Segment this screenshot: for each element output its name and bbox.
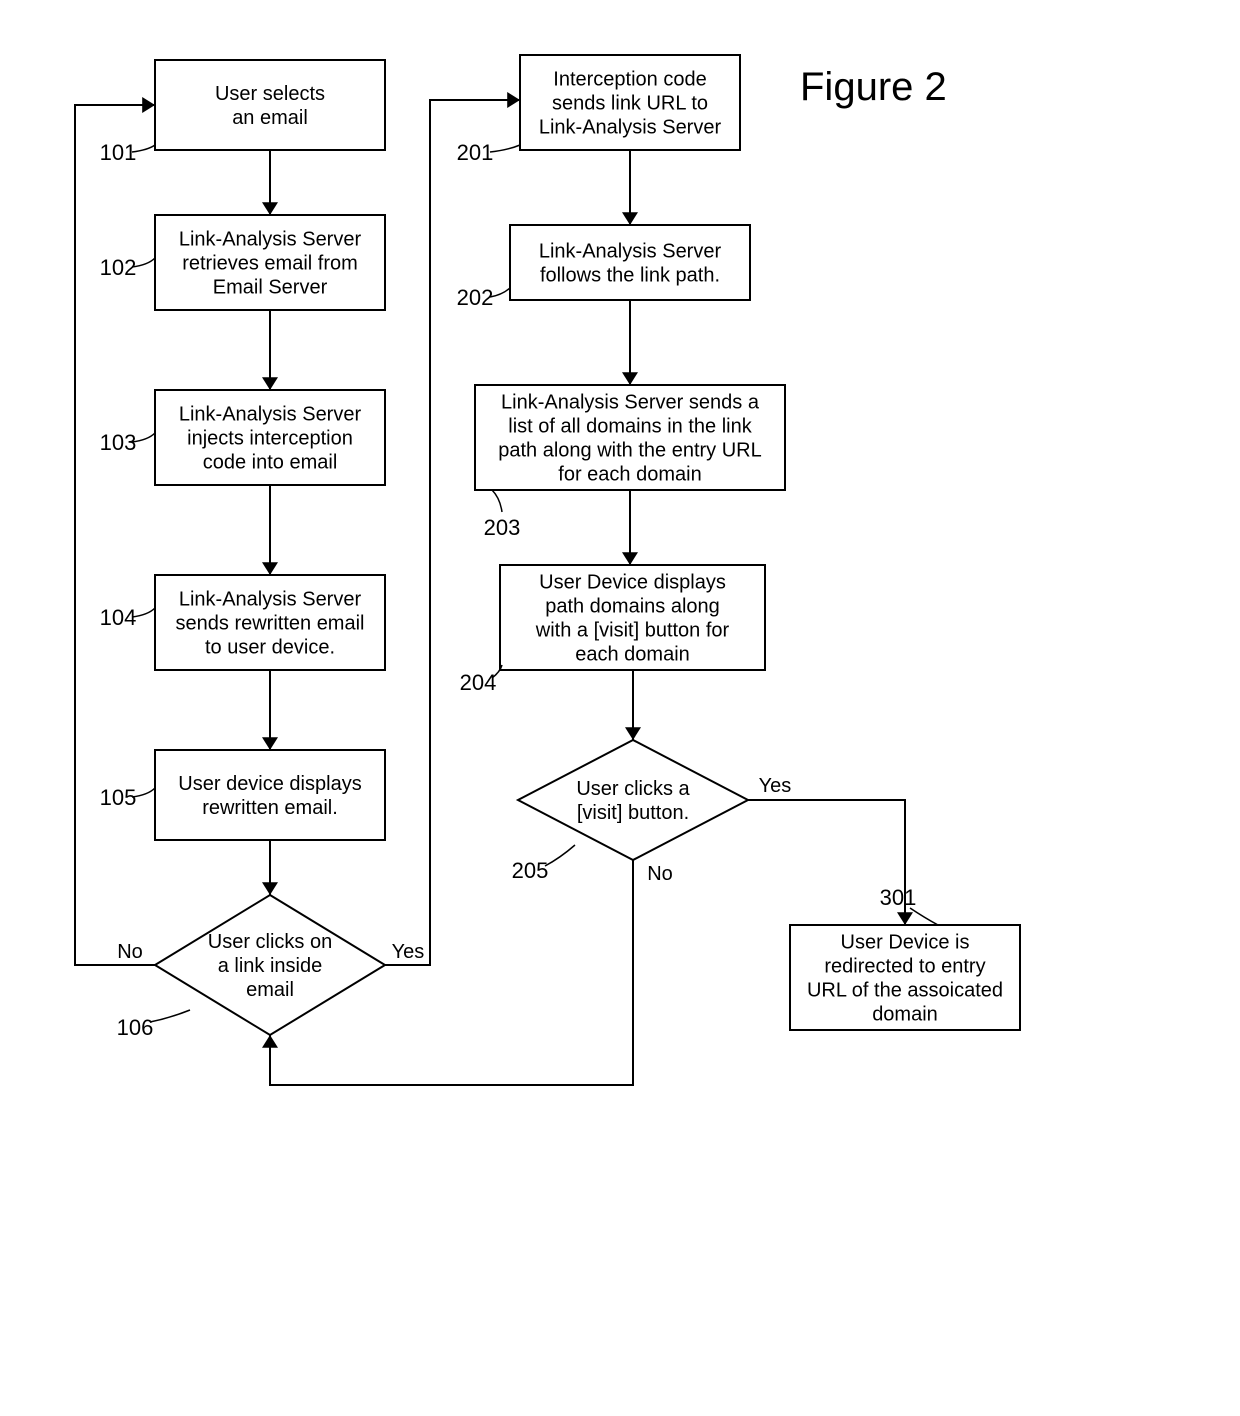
ref-label-102: 102 (100, 255, 137, 280)
flow-node-203: Link-Analysis Server sends alist of all … (475, 385, 785, 490)
ref-label-101: 101 (100, 140, 137, 165)
node-text: User Device displays (539, 572, 726, 594)
flow-node-105: User device displaysrewritten email. (155, 750, 385, 840)
node-text: retrieves email from (182, 253, 358, 275)
node-text: User clicks a (576, 778, 690, 800)
node-text: Email Server (213, 277, 328, 299)
flowchart-figure-2: Figure 2 No Yes Yes No User selectsan email… (0, 0, 1240, 1411)
figure-title: Figure 2 (800, 65, 947, 109)
node-text: to user device. (205, 637, 335, 659)
ref-label-104: 104 (100, 605, 137, 630)
node-text: Link-Analysis Server sends a (501, 392, 760, 414)
edge-label: No (117, 941, 143, 963)
node-text: each domain (575, 644, 690, 666)
node-text: User clicks on (208, 931, 332, 953)
ref-label-204: 204 (460, 670, 497, 695)
ref-label-205: 205 (512, 858, 549, 883)
flow-node-104: Link-Analysis Serversends rewritten emai… (155, 575, 385, 670)
node-text: URL of the assoicated (807, 980, 1003, 1002)
node-text: an email (232, 107, 308, 129)
ref-label-203: 203 (484, 515, 521, 540)
node-text: a link inside (218, 955, 323, 977)
node-text: sends link URL to (552, 93, 708, 115)
ref-label-106: 106 (117, 1015, 154, 1040)
node-text: Interception code (553, 69, 706, 91)
node-text: injects interception (187, 428, 353, 450)
node-text: redirected to entry (824, 956, 985, 978)
node-text: User Device is (841, 932, 970, 954)
ref-label-201: 201 (457, 140, 494, 165)
node-text: follows the link path. (540, 265, 720, 287)
flow-node-106: User clicks ona link insideemail (155, 895, 385, 1035)
flow-node-103: Link-Analysis Serverinjects interception… (155, 390, 385, 485)
ref-label-202: 202 (457, 285, 494, 310)
flow-node-201: Interception codesends link URL toLink-A… (520, 55, 740, 150)
node-text: Link-Analysis Server (179, 404, 362, 426)
edge-label: Yes (759, 775, 792, 797)
edge-label: Yes (392, 941, 425, 963)
node-text: code into email (203, 452, 338, 474)
node-text: User selects (215, 83, 325, 105)
node-text: Link-Analysis Server (539, 117, 722, 139)
node-text: path along with the entry URL (498, 440, 762, 462)
edge-label: No (647, 863, 673, 885)
node-text: sends rewritten email (176, 613, 365, 635)
node-text: [visit] button. (577, 802, 689, 824)
node-text: User device displays (178, 773, 361, 795)
flow-node-301: User Device isredirected to entryURL of … (790, 925, 1020, 1030)
flow-node-202: Link-Analysis Serverfollows the link pat… (510, 225, 750, 300)
node-text: Link-Analysis Server (539, 241, 722, 263)
node-text: email (246, 979, 294, 1001)
node-text: Link-Analysis Server (179, 589, 362, 611)
node-text: with a [visit] button for (535, 620, 730, 642)
node-text: list of all domains in the link (508, 416, 752, 438)
flow-node-101: User selectsan email (155, 60, 385, 150)
node-text: domain (872, 1004, 938, 1026)
node-text: for each domain (558, 464, 701, 486)
ref-label-301: 301 (880, 885, 917, 910)
flow-node-102: Link-Analysis Serverretrieves email from… (155, 215, 385, 310)
ref-label-103: 103 (100, 430, 137, 455)
flow-node-204: User Device displayspath domains alongwi… (500, 565, 765, 670)
ref-label-105: 105 (100, 785, 137, 810)
node-text: path domains along (545, 596, 720, 618)
node-text: Link-Analysis Server (179, 229, 362, 251)
flow-node-205: User clicks a[visit] button. (518, 740, 748, 860)
node-text: rewritten email. (202, 797, 338, 819)
